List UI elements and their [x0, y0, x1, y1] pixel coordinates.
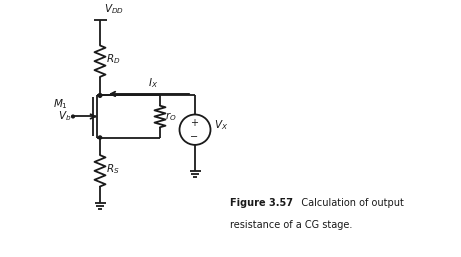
Text: $V_b$: $V_b$ — [58, 109, 71, 123]
Text: resistance of a CG stage.: resistance of a CG stage. — [230, 220, 352, 230]
Text: $M_1$: $M_1$ — [53, 97, 68, 111]
Circle shape — [98, 94, 101, 97]
Text: Calculation of output: Calculation of output — [292, 198, 404, 208]
Text: $R_S$: $R_S$ — [106, 162, 119, 176]
Circle shape — [98, 94, 101, 97]
Text: $R_D$: $R_D$ — [106, 52, 120, 66]
Text: $V_{DD}$: $V_{DD}$ — [104, 2, 124, 16]
Text: $I_X$: $I_X$ — [148, 76, 159, 89]
Text: $V_X$: $V_X$ — [214, 118, 229, 132]
Circle shape — [98, 94, 101, 97]
Text: −: − — [190, 132, 198, 142]
Text: +: + — [190, 118, 198, 128]
Text: Figure 3.57: Figure 3.57 — [230, 198, 293, 208]
Circle shape — [98, 136, 101, 139]
Circle shape — [71, 115, 74, 118]
Text: $r_O$: $r_O$ — [165, 110, 177, 123]
